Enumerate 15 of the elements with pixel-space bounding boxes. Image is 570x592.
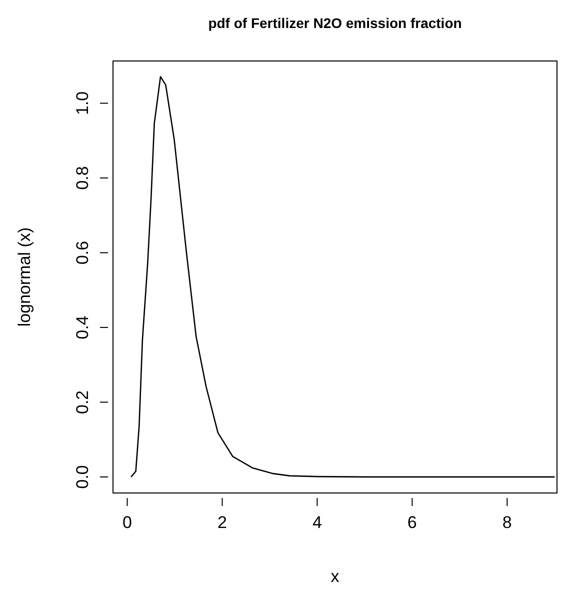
x-tick-label: 6 xyxy=(407,513,417,532)
chart-title: pdf of Fertilizer N2O emission fraction xyxy=(208,15,462,31)
y-tick-label: 0.0 xyxy=(72,465,92,489)
line-series xyxy=(130,76,556,478)
y-tick-label: 0.2 xyxy=(72,390,92,414)
y-tick-label: 0.8 xyxy=(72,166,92,190)
y-tick-label: 0.6 xyxy=(72,240,92,265)
y-tick-label: 1.0 xyxy=(72,91,92,116)
x-tick-label: 0 xyxy=(122,513,132,532)
x-tick-label: 4 xyxy=(312,513,322,532)
y-tick-label: 0.4 xyxy=(72,316,92,340)
x-axis-title: x xyxy=(330,567,340,586)
x-tick-label: 8 xyxy=(502,513,512,532)
y-axis-title: lognormal (x) xyxy=(15,227,34,327)
x-tick-label: 2 xyxy=(217,513,227,532)
